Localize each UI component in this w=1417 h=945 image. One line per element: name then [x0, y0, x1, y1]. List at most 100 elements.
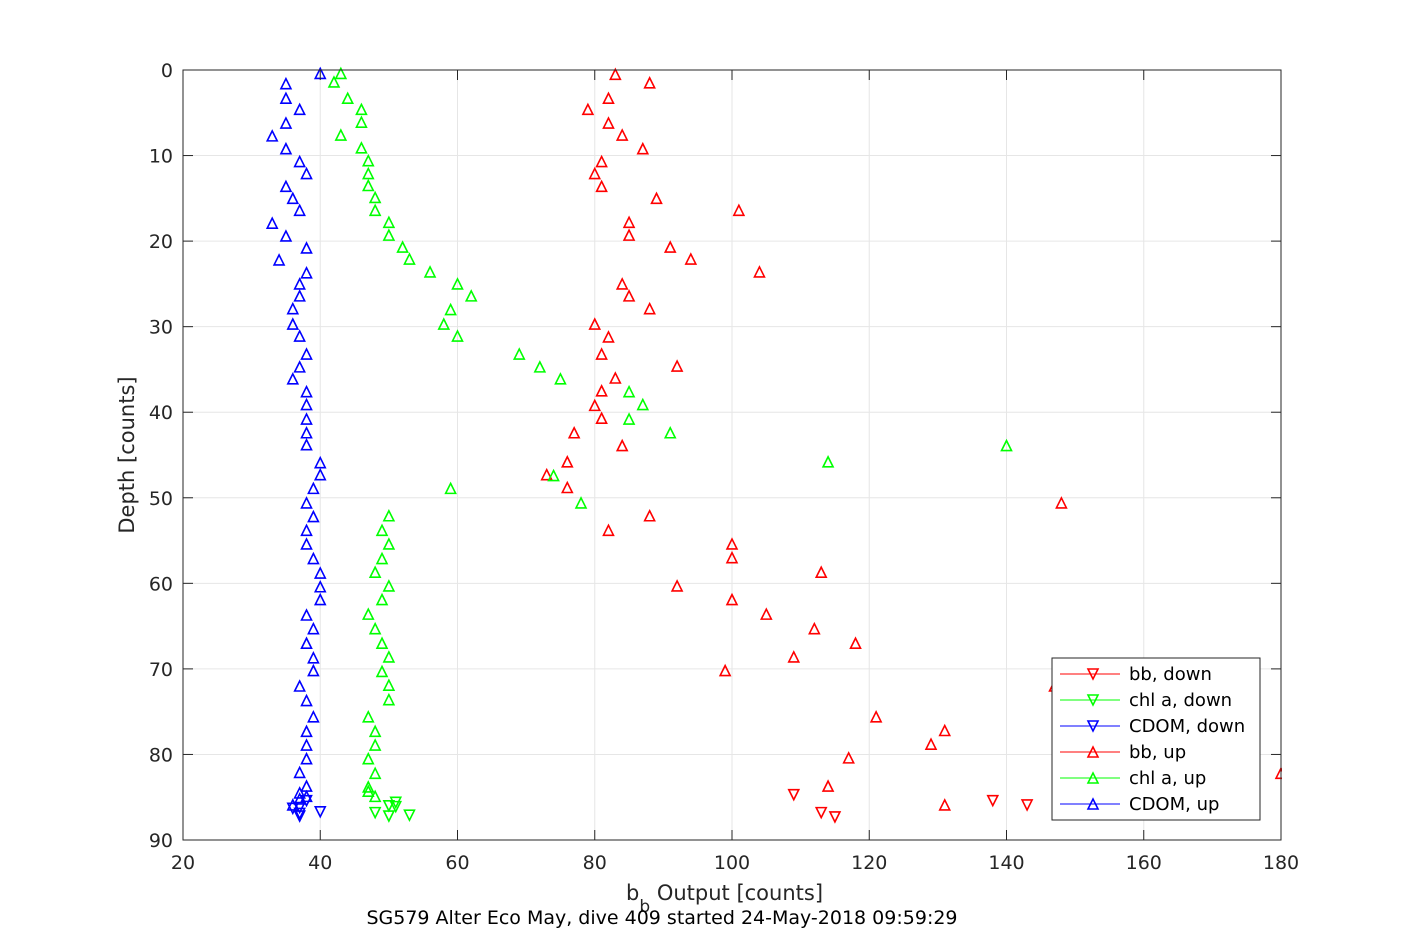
point-bb-up: [588, 398, 602, 412]
legend-marker-cdom-down: [1086, 720, 1100, 733]
point-bb-up: [814, 565, 828, 579]
point-chl-a-up: [533, 360, 547, 373]
point-cdom-up: [293, 154, 306, 168]
point-cdom-up: [300, 724, 313, 738]
point-chl-a-up: [375, 592, 389, 606]
point-chl-a-up: [382, 678, 396, 691]
point-bb-up: [615, 277, 629, 290]
point-bb-up: [849, 636, 862, 650]
point-cdom-up: [279, 116, 293, 129]
point-cdom-up: [293, 289, 306, 302]
point-cdom-up: [293, 277, 306, 290]
legend-box: [1051, 657, 1261, 821]
point-cdom-up: [313, 455, 327, 469]
point-bb-up: [588, 317, 602, 330]
point-chl-a-up: [327, 75, 341, 88]
point-cdom-up: [300, 693, 313, 707]
y-tick-label: 70: [149, 659, 173, 681]
point-chl-a-up: [382, 579, 396, 592]
point-chl-a-up: [368, 738, 382, 751]
point-bb-up: [732, 203, 746, 217]
point-bb-up: [725, 592, 739, 606]
figure-caption: SG579 Alter Eco May, dive 409 started 24…: [366, 907, 957, 929]
point-bb-up: [670, 359, 684, 372]
point-chl-a-up: [444, 481, 457, 495]
point-chl-a-up: [382, 508, 396, 522]
point-bb-up: [670, 579, 684, 592]
point-bb-up: [595, 154, 608, 168]
point-bb-up: [602, 330, 615, 343]
point-chl-a-up: [361, 178, 375, 192]
legend-label-chl-a-up: chl a, up: [1129, 768, 1206, 789]
point-cdom-up: [300, 738, 313, 751]
point-bb-down: [986, 794, 1000, 808]
point-chl-a-up: [361, 607, 375, 620]
point-chl-a-up: [368, 621, 382, 635]
point-cdom-up: [307, 710, 320, 723]
point-chl-a-up: [361, 166, 375, 180]
point-bb-up: [663, 240, 677, 253]
point-chl-a-up: [464, 289, 478, 302]
y-tick-label: 30: [149, 317, 173, 339]
x-tick-label: 80: [583, 852, 607, 874]
point-cdom-up: [300, 537, 313, 550]
legend-label-cdom-down: CDOM, down: [1129, 716, 1245, 737]
point-chl-a-up: [547, 468, 560, 482]
point-cdom-up: [265, 129, 279, 142]
point-cdom-up: [300, 241, 313, 254]
point-bb-up: [760, 607, 773, 620]
point-cdom-up: [307, 481, 320, 495]
point-cdom-up: [300, 437, 313, 451]
point-bb-up: [602, 116, 615, 129]
point-cdom-up: [286, 372, 300, 385]
point-bb-up: [725, 550, 739, 564]
point-cdom-up: [279, 229, 293, 242]
point-bb-up: [643, 76, 656, 89]
x-axis-label-subscript: b: [639, 897, 650, 917]
point-chl-a-up: [396, 240, 409, 253]
point-chl-a-up: [382, 692, 396, 706]
point-chl-a-up: [361, 780, 375, 793]
x-axis-label-main: b: [626, 881, 639, 905]
point-cdom-up: [286, 191, 300, 205]
point-bb-up: [842, 751, 855, 764]
point-chl-a-up: [1000, 438, 1013, 452]
point-bb-up: [567, 425, 581, 439]
point-cdom-up: [300, 751, 313, 765]
point-chl-a-up: [403, 252, 416, 265]
point-cdom-up: [279, 179, 293, 193]
point-chl-a-up: [821, 455, 835, 468]
point-cdom-up: [307, 551, 320, 565]
point-cdom-up: [300, 347, 313, 360]
point-chl-a-up: [663, 425, 677, 439]
point-bb-up: [595, 411, 608, 425]
point-cdom-up: [293, 679, 306, 692]
point-chl-a-up: [423, 265, 437, 278]
y-tick-label: 40: [149, 402, 173, 424]
point-cdom-up: [307, 663, 320, 677]
point-cdom-up: [286, 798, 300, 811]
point-cdom-up: [265, 216, 279, 229]
point-cdom-up: [300, 636, 313, 650]
point-bb-up: [684, 252, 698, 265]
point-chl-a-up: [437, 317, 451, 330]
point-cdom-up: [300, 523, 313, 537]
x-axis-label-rest: Output [counts]: [650, 881, 823, 905]
y-tick-label: 50: [149, 488, 173, 510]
point-chl-a-up: [382, 537, 396, 550]
point-bb-up: [808, 621, 821, 635]
point-bb-up: [540, 467, 554, 481]
point-bb-down: [787, 788, 801, 802]
point-bb-up: [643, 301, 656, 315]
point-chl-a-up: [375, 551, 389, 565]
point-bb-up: [609, 371, 622, 384]
point-bb-up: [938, 723, 952, 737]
point-bb-down: [1020, 799, 1034, 812]
legend-label-bb-up: bb, up: [1129, 742, 1186, 763]
point-bb-up: [609, 67, 622, 81]
point-cdom-up: [293, 765, 306, 779]
point-cdom-up: [300, 412, 313, 425]
point-bb-up: [622, 289, 636, 302]
y-tick-label: 0: [161, 60, 173, 82]
axis-ticks: 20 40 60 80 100 120 140 160 180 0 10 20 30 40 50 60 70 80…: [149, 60, 1299, 874]
